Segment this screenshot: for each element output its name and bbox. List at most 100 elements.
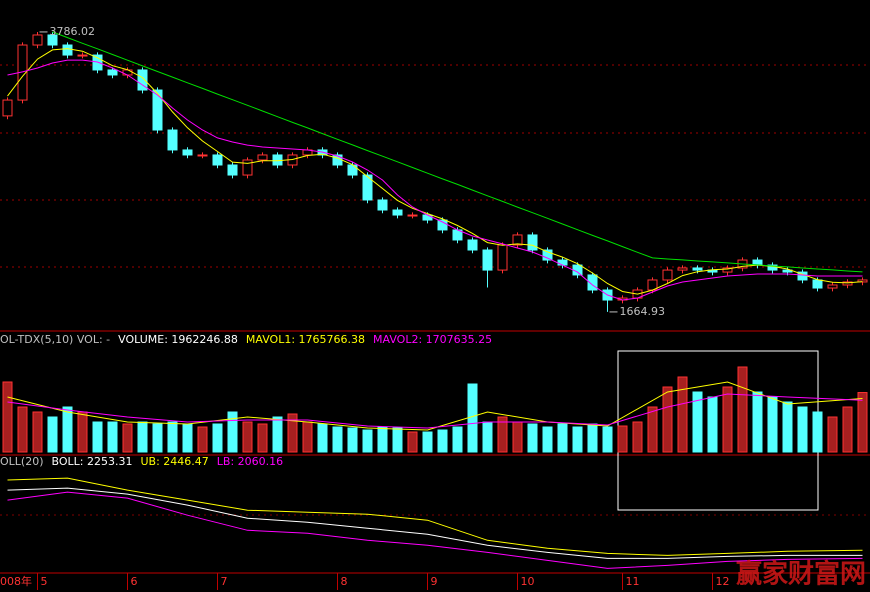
candle-body [2, 99, 13, 117]
line [7, 48, 863, 295]
volume-bar [107, 421, 118, 453]
volume-bar [572, 426, 583, 453]
volume-bar [122, 423, 133, 453]
candle-body [152, 89, 163, 131]
candle-body [677, 267, 688, 271]
line [52, 31, 863, 273]
candle-body [377, 199, 388, 211]
legend-entry: UB: 2446.47 [140, 455, 208, 468]
volume-bar [362, 429, 373, 453]
line [7, 59, 863, 301]
volume-bar [722, 386, 733, 453]
candle-body [257, 154, 268, 161]
volume-bar [317, 423, 328, 453]
volume-bar [527, 423, 538, 453]
x-tick-label: 8 [341, 575, 348, 588]
candle-body [32, 34, 43, 46]
candle-body [512, 234, 523, 246]
candle-body [107, 69, 118, 76]
volume-bar [707, 396, 718, 453]
x-tick-label: 10 [521, 575, 535, 588]
year-label: 008年 [0, 574, 32, 588]
watermark: 赢家财富网 [736, 559, 866, 590]
volume-bar [92, 421, 103, 453]
volume-bar [602, 426, 613, 453]
volume-bar [812, 411, 823, 453]
volume-bar [407, 431, 418, 453]
volume-bar [167, 421, 178, 453]
volume-bar [437, 429, 448, 453]
line [7, 477, 863, 556]
volume-bar [647, 406, 658, 453]
legend-entry: BOLL: 2253.31 [52, 455, 133, 468]
volume-bar [497, 416, 508, 453]
volume-bar [557, 423, 568, 453]
volume-bar [482, 421, 493, 453]
volume-bar [767, 396, 778, 453]
candle-body [212, 154, 223, 166]
candle-body [47, 34, 58, 46]
volume-bar [17, 406, 28, 453]
volume-bar [197, 426, 208, 453]
candle-body [182, 149, 193, 156]
volume-bar [377, 426, 388, 453]
line [7, 487, 863, 559]
x-tick-label: 11 [626, 575, 640, 588]
volume-bar [332, 426, 343, 453]
candle-body [827, 284, 838, 289]
candle-body [482, 249, 493, 271]
x-tick-label: 6 [131, 575, 138, 588]
volume-bar [857, 392, 868, 453]
volume-bar [512, 421, 523, 453]
volume-bar [2, 381, 13, 453]
volume-bar [692, 391, 703, 453]
volume-bar [347, 427, 358, 453]
candle-body [227, 164, 238, 176]
volume-bar [212, 423, 223, 453]
legend-entry: MAVOL1: 1765766.38 [246, 333, 365, 346]
legend-entry: MAVOL2: 1707635.25 [373, 333, 492, 346]
volume-bar [842, 406, 853, 453]
volume-bar [302, 421, 313, 453]
candle-body [467, 239, 478, 251]
legend-entry: OL-TDX(5,10) VOL: - [0, 333, 110, 346]
x-tick-label: 5 [41, 575, 48, 588]
volume-bar [392, 427, 403, 453]
volume-bar [242, 421, 253, 453]
volume-bar [782, 401, 793, 453]
candle-body [662, 269, 673, 281]
line [7, 491, 863, 569]
annotation: 3786.02 [50, 25, 96, 38]
volume-bar [152, 423, 163, 453]
x-tick-label: 9 [431, 575, 438, 588]
candle-body [437, 219, 448, 231]
volume-bar [797, 406, 808, 453]
candle-body [842, 281, 853, 286]
candle-body [242, 159, 253, 176]
line [7, 381, 863, 431]
candle-body [272, 154, 283, 166]
volume-bar [257, 423, 268, 453]
volume-bar [827, 416, 838, 453]
candle-body [542, 249, 553, 261]
candle-body [122, 69, 133, 76]
volume-bar [677, 376, 688, 453]
volume-bar [542, 426, 553, 453]
volume-bar [182, 423, 193, 453]
volume-bar [287, 413, 298, 453]
x-tick-label: 12 [716, 575, 730, 588]
candle-body [407, 214, 418, 217]
annotation: 1664.93 [620, 305, 666, 318]
volume-bar [662, 386, 673, 453]
volume-bar [227, 411, 238, 453]
candle-body [197, 154, 208, 157]
candle-body [77, 54, 88, 57]
volume-bar [32, 411, 43, 453]
volume-bar [467, 383, 478, 453]
volume-bar [137, 421, 148, 453]
candle-body [167, 129, 178, 151]
volume-bar [422, 431, 433, 453]
candle-body [692, 267, 703, 271]
